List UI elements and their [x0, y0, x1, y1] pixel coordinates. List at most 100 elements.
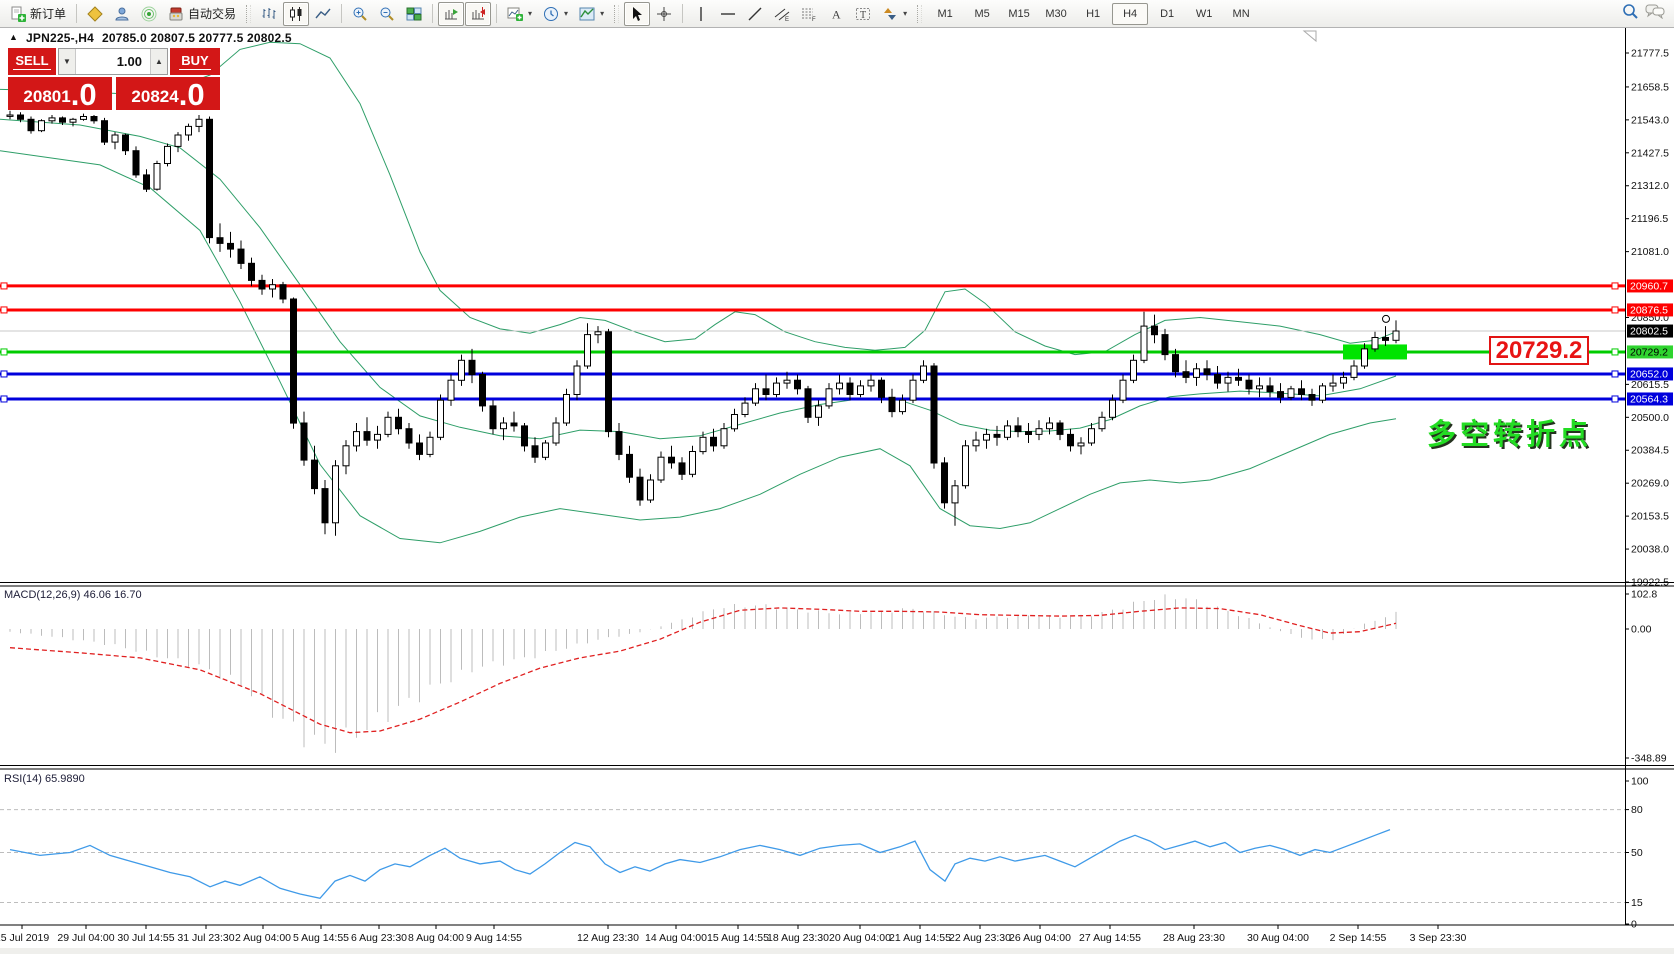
- candle-body: [311, 459, 318, 490]
- candle-body: [300, 422, 308, 461]
- timeframe-h1-button[interactable]: H1: [1086, 7, 1101, 20]
- svg-text:E: E: [785, 17, 789, 22]
- svg-text:3 Sep 23:30: 3 Sep 23:30: [1410, 932, 1467, 944]
- auto-scroll-button[interactable]: [438, 1, 465, 26]
- hline-handle[interactable]: [0, 395, 8, 403]
- candle-body: [846, 382, 854, 396]
- candle-body: [1308, 394, 1316, 401]
- price-axis[interactable]: 21777.5 21658.5 21543.0 21427.5 21312.0 21196…: [1625, 48, 1673, 931]
- tile-windows-button[interactable]: [401, 2, 427, 26]
- svg-text:20384.5: 20384.5: [1631, 445, 1669, 457]
- line-chart-button[interactable]: [310, 2, 336, 26]
- text-button[interactable]: A: [823, 2, 849, 26]
- vertical-line-button[interactable]: [688, 2, 714, 26]
- toolbar-separator: [682, 4, 684, 23]
- candle-body: [48, 117, 56, 122]
- text-label-button[interactable]: T: [850, 2, 876, 26]
- candle-body: [27, 118, 35, 132]
- timeframe-h4-button[interactable]: H4: [1112, 2, 1149, 25]
- turning-point-annotation[interactable]: 多空转折点: [1427, 419, 1593, 451]
- hline-handle[interactable]: [0, 370, 8, 378]
- sell-button[interactable]: SELL: [8, 48, 56, 75]
- arrows-button[interactable]: ▾: [877, 2, 912, 26]
- price-chip: [1627, 324, 1673, 338]
- timeframe-m5-button[interactable]: M5: [974, 7, 990, 20]
- candle-body: [38, 120, 45, 132]
- hline-handle[interactable]: [1611, 282, 1619, 290]
- candle-body: [479, 374, 486, 407]
- candle-body: [825, 388, 833, 407]
- candle-body: [857, 385, 864, 395]
- candle-body: [867, 379, 875, 387]
- big-price-label[interactable]: 20729.2: [1489, 336, 1589, 365]
- volume-input[interactable]: 1.00: [76, 49, 150, 74]
- candle-body: [678, 462, 686, 475]
- hline-handle[interactable]: [0, 306, 8, 314]
- candle-body: [1392, 330, 1400, 341]
- fibonacci-button[interactable]: F: [796, 2, 822, 26]
- timeframe-m30-button[interactable]: M30: [1045, 7, 1067, 20]
- hline-handle[interactable]: [0, 348, 8, 356]
- new-order-button[interactable]: 新订单: [5, 2, 71, 26]
- candle-body: [1371, 337, 1379, 350]
- candlestick-series: [6, 110, 1400, 536]
- volume-decrease-button[interactable]: ▼: [59, 49, 76, 74]
- crosshair-button[interactable]: [651, 2, 677, 26]
- timeframe-m1-button[interactable]: M1: [937, 7, 953, 20]
- signals-button[interactable]: [136, 2, 162, 26]
- horizontal-line-button[interactable]: [715, 2, 741, 26]
- zoom-out-button[interactable]: [374, 2, 400, 26]
- panel-collapse-arrow[interactable]: ▲: [9, 32, 18, 42]
- svg-text:22 Aug 23:30: 22 Aug 23:30: [949, 932, 1011, 944]
- hline-handle[interactable]: [1611, 370, 1619, 378]
- candle-body: [668, 456, 675, 464]
- timeframe-w1-button[interactable]: W1: [1195, 7, 1213, 20]
- volume-increase-button[interactable]: ▲: [150, 49, 167, 74]
- candle-body: [594, 331, 602, 336]
- svg-text:100: 100: [1631, 776, 1649, 788]
- hline-handle[interactable]: [1611, 348, 1619, 356]
- period-button[interactable]: ▾: [538, 2, 573, 26]
- candle-body: [1361, 348, 1368, 367]
- candlestick-chart-button[interactable]: [283, 1, 310, 26]
- tile-windows-icon: [406, 6, 422, 22]
- zoom-in-button[interactable]: [347, 2, 373, 26]
- candle-body: [941, 462, 948, 504]
- timeframe-m15-button[interactable]: M15: [1008, 7, 1030, 20]
- chart-shift-button[interactable]: [465, 1, 492, 26]
- price-chip: [1627, 367, 1673, 381]
- candle-body: [1224, 376, 1232, 384]
- candle-body: [164, 145, 171, 164]
- horizontal-lines[interactable]: [0, 282, 1625, 403]
- sell-label: SELL: [13, 53, 51, 70]
- candle-body: [405, 428, 413, 444]
- candle-body: [1056, 422, 1064, 435]
- sell-price[interactable]: 20801.0: [8, 77, 112, 110]
- trendline-button[interactable]: [742, 2, 768, 26]
- timeframe-mn-button[interactable]: MN: [1232, 7, 1250, 20]
- bar-chart-button[interactable]: [256, 2, 282, 26]
- rsi-indicator-label: RSI(14) 65.9890: [4, 773, 85, 785]
- hline-handle[interactable]: [0, 282, 8, 290]
- chat-icon[interactable]: [1645, 3, 1665, 24]
- candle-body: [626, 453, 633, 478]
- volume-stepper: ▼ 1.00 ▲: [58, 48, 168, 75]
- autotrading-label: 自动交易: [188, 7, 237, 21]
- cursor-button[interactable]: [624, 1, 651, 26]
- hline-handle[interactable]: [1611, 395, 1619, 403]
- candle-body: [132, 150, 140, 176]
- timeframe-d1-button[interactable]: D1: [1160, 7, 1175, 20]
- equidistant-channel-button[interactable]: E: [769, 2, 795, 26]
- profile-button[interactable]: [109, 2, 135, 26]
- search-icon[interactable]: [1622, 3, 1639, 25]
- indicators-button[interactable]: ▾: [574, 2, 609, 26]
- buy-button[interactable]: BUY: [170, 48, 220, 75]
- hline-handle[interactable]: [1611, 306, 1619, 314]
- svg-text:A: A: [832, 7, 841, 21]
- autotrading-button[interactable]: 自动交易: [163, 2, 241, 26]
- buy-price[interactable]: 20824.0: [116, 77, 220, 110]
- quotes-button[interactable]: [82, 2, 108, 26]
- time-axis[interactable]: 25 Jul 2019 29 Jul 04:00 30 Jul 14:55 31 Ju…: [0, 925, 1466, 944]
- new-chart-button[interactable]: ▾: [502, 2, 537, 26]
